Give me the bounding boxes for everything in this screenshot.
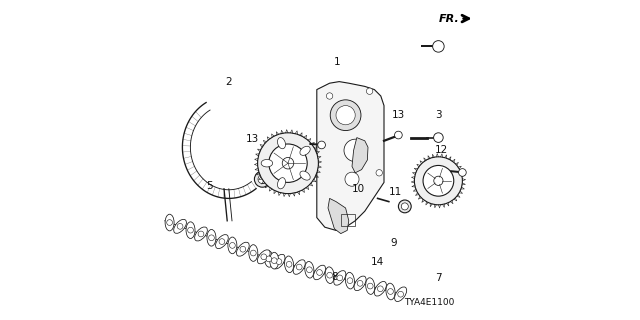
Text: 13: 13 — [392, 110, 405, 120]
Circle shape — [398, 200, 412, 213]
Text: 2: 2 — [225, 76, 232, 87]
Circle shape — [240, 246, 246, 252]
Circle shape — [434, 176, 443, 185]
Circle shape — [330, 100, 361, 131]
Circle shape — [378, 286, 383, 292]
Ellipse shape — [365, 278, 375, 294]
Ellipse shape — [264, 251, 273, 267]
Text: 10: 10 — [352, 184, 365, 194]
Circle shape — [376, 170, 383, 176]
Circle shape — [307, 267, 312, 273]
Ellipse shape — [386, 283, 395, 300]
Text: 8: 8 — [331, 272, 338, 282]
Circle shape — [326, 93, 333, 99]
Circle shape — [219, 239, 225, 244]
Circle shape — [276, 259, 282, 265]
Text: 7: 7 — [435, 273, 442, 284]
Text: 13: 13 — [246, 134, 259, 144]
Circle shape — [357, 280, 363, 286]
Polygon shape — [352, 138, 368, 173]
Ellipse shape — [257, 250, 270, 264]
Circle shape — [269, 144, 307, 182]
Ellipse shape — [305, 261, 314, 278]
Polygon shape — [317, 82, 384, 230]
Text: TYA4E1100: TYA4E1100 — [404, 298, 454, 307]
Ellipse shape — [173, 220, 186, 233]
Text: 6: 6 — [427, 187, 434, 197]
Ellipse shape — [207, 229, 216, 246]
Circle shape — [344, 139, 366, 162]
Ellipse shape — [278, 138, 285, 149]
Circle shape — [388, 289, 394, 294]
Ellipse shape — [346, 272, 355, 289]
Ellipse shape — [249, 245, 258, 261]
Text: 11: 11 — [388, 187, 402, 197]
Circle shape — [254, 171, 270, 187]
Ellipse shape — [325, 267, 334, 284]
Text: 1: 1 — [333, 57, 340, 68]
Ellipse shape — [273, 254, 285, 269]
Circle shape — [250, 250, 256, 256]
Ellipse shape — [293, 260, 305, 274]
Circle shape — [433, 41, 444, 52]
Circle shape — [296, 264, 302, 270]
Circle shape — [367, 88, 372, 94]
Circle shape — [198, 231, 204, 237]
Circle shape — [318, 141, 326, 149]
Circle shape — [345, 172, 359, 186]
Ellipse shape — [285, 256, 294, 273]
Circle shape — [166, 220, 173, 225]
Text: 9: 9 — [390, 238, 397, 248]
Ellipse shape — [165, 214, 174, 231]
Text: 12: 12 — [292, 174, 306, 184]
Circle shape — [398, 291, 404, 297]
Ellipse shape — [314, 265, 326, 280]
Circle shape — [458, 169, 466, 176]
Ellipse shape — [195, 227, 207, 241]
Circle shape — [261, 254, 267, 260]
Circle shape — [177, 223, 183, 229]
Circle shape — [401, 203, 408, 210]
Circle shape — [347, 278, 353, 284]
Polygon shape — [328, 198, 349, 234]
Text: 3: 3 — [435, 110, 442, 120]
Circle shape — [434, 133, 443, 142]
Text: 14: 14 — [371, 257, 384, 268]
Ellipse shape — [278, 178, 285, 189]
Text: 4: 4 — [282, 169, 288, 180]
Ellipse shape — [374, 282, 387, 296]
Ellipse shape — [270, 252, 279, 269]
Ellipse shape — [186, 222, 195, 238]
Circle shape — [282, 157, 294, 169]
Circle shape — [317, 269, 323, 275]
Circle shape — [258, 133, 319, 194]
Circle shape — [266, 256, 272, 262]
Ellipse shape — [300, 171, 310, 180]
Ellipse shape — [334, 271, 346, 285]
Circle shape — [271, 258, 277, 263]
Text: 5: 5 — [206, 180, 213, 191]
Circle shape — [286, 261, 292, 267]
Bar — [340, 214, 355, 226]
Circle shape — [336, 106, 355, 125]
Circle shape — [258, 175, 267, 184]
Ellipse shape — [216, 235, 228, 249]
Ellipse shape — [228, 237, 237, 254]
Circle shape — [188, 227, 193, 233]
Ellipse shape — [300, 146, 310, 155]
Ellipse shape — [237, 242, 249, 256]
Circle shape — [337, 275, 342, 281]
Circle shape — [230, 243, 236, 248]
Circle shape — [327, 272, 333, 278]
Ellipse shape — [354, 276, 366, 291]
Ellipse shape — [395, 287, 406, 301]
Text: FR.: FR. — [438, 13, 460, 24]
Text: 12: 12 — [435, 145, 448, 156]
Ellipse shape — [261, 159, 273, 167]
Circle shape — [423, 165, 454, 196]
Circle shape — [415, 157, 463, 205]
Circle shape — [394, 131, 402, 139]
Circle shape — [209, 235, 214, 241]
Circle shape — [367, 283, 373, 289]
